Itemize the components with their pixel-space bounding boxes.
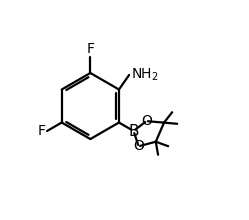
Text: O: O — [141, 114, 152, 128]
Text: O: O — [133, 139, 144, 153]
Text: F: F — [86, 42, 94, 56]
Text: B: B — [128, 123, 139, 139]
Text: F: F — [38, 124, 46, 138]
Text: NH$_2$: NH$_2$ — [130, 66, 158, 83]
